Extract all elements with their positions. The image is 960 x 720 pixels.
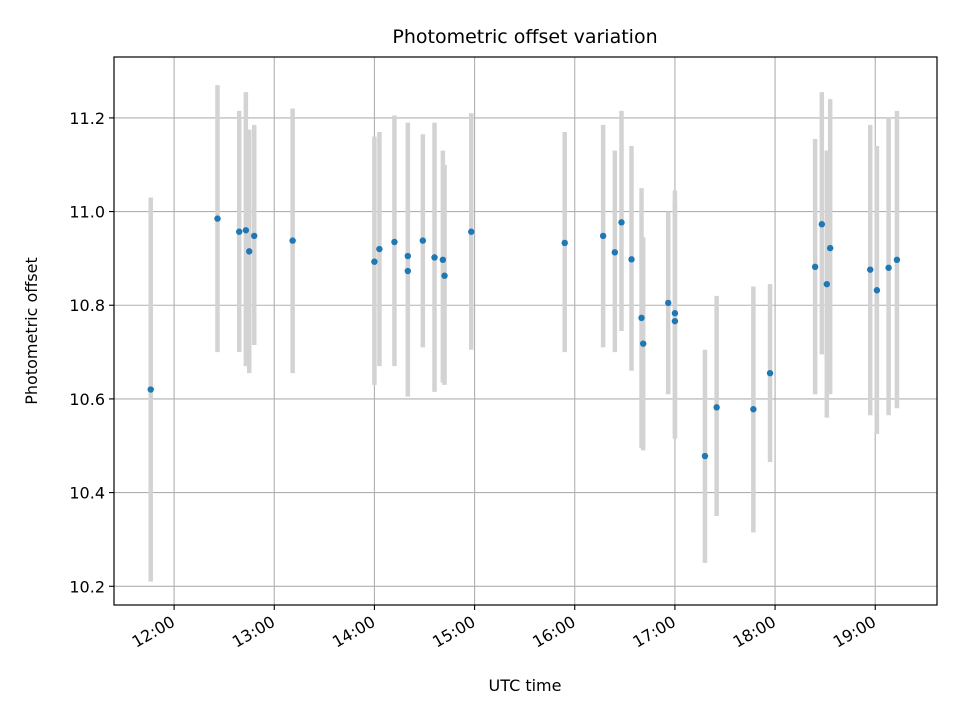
data-point [893, 256, 901, 264]
x-tick-label: 18:00 [730, 612, 779, 652]
data-point [468, 228, 475, 235]
data-point [665, 299, 672, 307]
data-point [826, 244, 834, 252]
y-tick-label: 10.6 [69, 390, 105, 409]
data-point [404, 267, 412, 275]
data-point [439, 256, 447, 264]
data-point [441, 272, 448, 279]
data-point [289, 237, 296, 244]
data-point [818, 221, 826, 228]
x-tick-label: 19:00 [830, 612, 879, 652]
y-tick-label: 10.4 [69, 484, 105, 503]
y-axis: 10.2 10.4 10.6 10.8 11.0 11.2 [69, 109, 114, 596]
data-point [376, 245, 383, 253]
y-tick-label: 11.0 [69, 203, 105, 222]
data-point [246, 248, 253, 255]
data-point [242, 227, 250, 234]
data-point [611, 249, 619, 256]
data-point [147, 386, 154, 393]
plot-frame [113, 56, 938, 606]
data-points [147, 215, 901, 460]
data-point [873, 287, 881, 294]
x-tick-label: 17:00 [629, 612, 678, 652]
data-point [823, 280, 831, 288]
y-tick-label: 11.2 [69, 109, 105, 128]
y-axis-label: Photometric offset [22, 257, 41, 405]
x-tick-label: 15:00 [429, 612, 478, 652]
data-point [618, 219, 625, 226]
x-tick-label: 13:00 [229, 612, 278, 652]
data-point [628, 256, 635, 263]
data-point [750, 406, 757, 413]
x-tick-label: 12:00 [129, 612, 178, 652]
data-point [599, 232, 607, 240]
data-point [404, 252, 412, 260]
data-point [766, 369, 774, 377]
data-point [371, 258, 378, 265]
data-point [236, 228, 243, 235]
data-point [811, 263, 819, 271]
data-point [671, 310, 679, 317]
data-point [701, 452, 709, 460]
x-axis: 12:00 13:00 14:00 15:00 16:00 17:00 18:00 19:00 [129, 605, 879, 652]
data-point [671, 317, 679, 325]
data-point [431, 254, 438, 261]
data-point [214, 215, 221, 222]
data-point [419, 237, 427, 244]
data-point [251, 232, 258, 240]
data-point [391, 238, 398, 246]
chart-title: Photometric offset variation [392, 26, 657, 48]
data-point [867, 266, 874, 273]
data-point [561, 239, 568, 247]
data-point [638, 314, 645, 322]
error-bars [148, 85, 900, 582]
x-tick-label: 14:00 [329, 612, 378, 652]
x-tick-label: 16:00 [529, 612, 578, 652]
data-point [713, 404, 720, 411]
data-point [885, 264, 892, 271]
y-tick-label: 10.8 [69, 296, 105, 315]
y-tick-label: 10.2 [69, 577, 105, 596]
x-axis-label: UTC time [489, 676, 562, 695]
data-point [639, 340, 647, 347]
